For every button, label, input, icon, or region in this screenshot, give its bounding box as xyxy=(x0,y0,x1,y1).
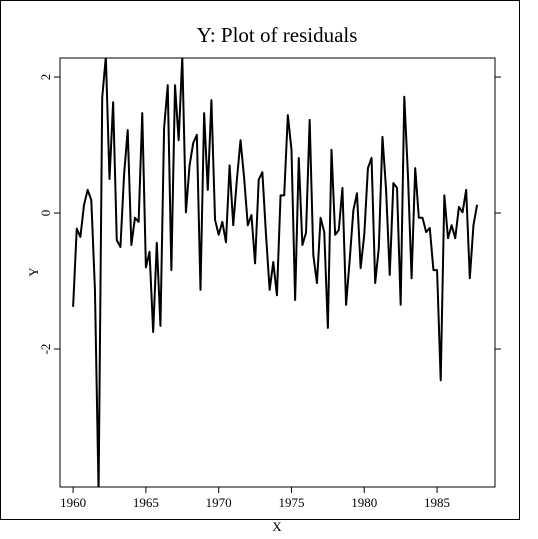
x-tick-label: 1975 xyxy=(278,495,304,510)
x-tick-label: 1985 xyxy=(424,495,450,510)
y-tick-label: -2 xyxy=(38,344,53,355)
x-tick-label: 1960 xyxy=(60,495,86,510)
y-axis-label: Y xyxy=(26,267,41,277)
data-line xyxy=(72,58,479,487)
x-tick-label: 1980 xyxy=(351,495,377,510)
plot-box xyxy=(59,57,496,488)
frame xyxy=(0,0,520,520)
y-tick-label: 2 xyxy=(38,74,53,81)
x-axis-label: X xyxy=(272,519,282,534)
y-tick-label: 0 xyxy=(38,210,53,217)
x-tick-label: 1970 xyxy=(206,495,232,510)
x-tick-label: 1965 xyxy=(133,495,159,510)
chart-title: Y: Plot of residuals xyxy=(197,23,358,47)
